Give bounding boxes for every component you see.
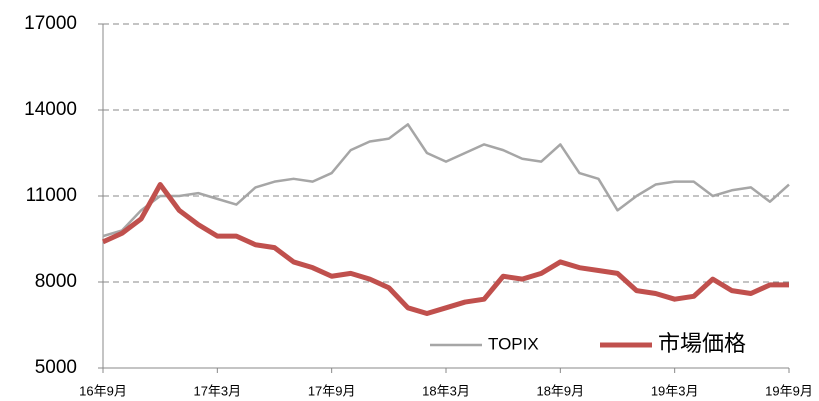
legend-label: 市場価格	[658, 331, 746, 356]
y-tick-label: 14000	[24, 99, 77, 120]
legend-label: TOPIX	[488, 334, 539, 353]
x-tick-label: 18年9月	[536, 383, 584, 398]
x-tick-label: 17年3月	[193, 383, 241, 398]
line	[101, 182, 789, 317]
line	[102, 123, 790, 238]
y-tick-label: 17000	[24, 13, 77, 34]
y-tick-label: 5000	[35, 357, 77, 378]
y-tick-label: 8000	[35, 271, 77, 292]
x-tick-label: 18年3月	[422, 383, 470, 398]
x-tick-label: 16年9月	[79, 383, 127, 398]
y-tick-label: 11000	[26, 185, 77, 206]
x-tick-label: 19年9月	[765, 383, 813, 398]
x-tick-label: 17年9月	[308, 383, 356, 398]
x-tick-label: 19年3月	[651, 383, 699, 398]
